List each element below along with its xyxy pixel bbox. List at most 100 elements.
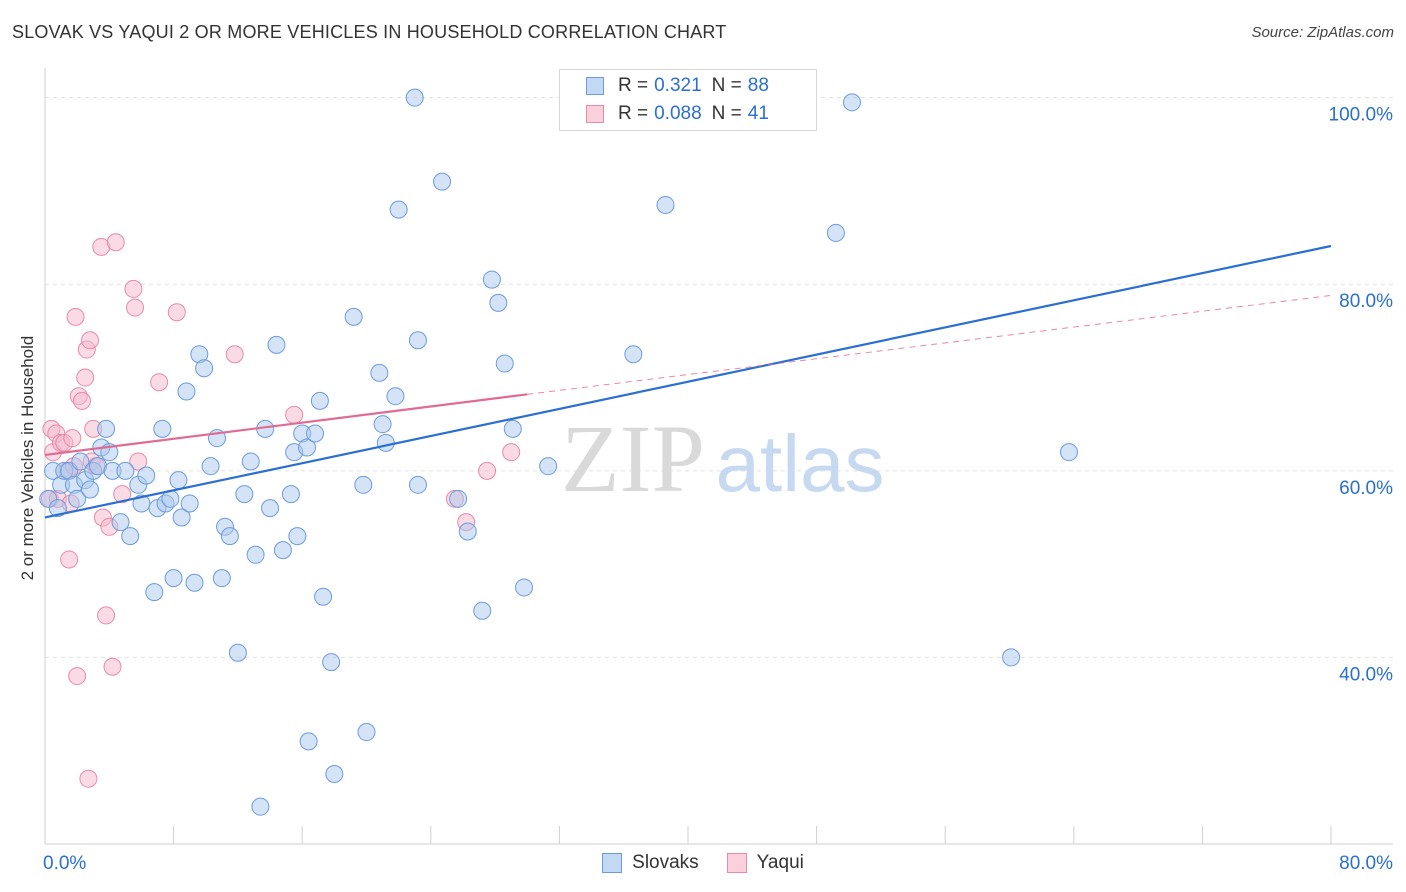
slovak-point [195,359,214,378]
slovak-point [624,345,643,364]
yaqui-point [66,307,85,326]
slovak-point [344,307,363,326]
slovak-point [153,419,172,438]
yaqui-point [97,606,116,625]
slovak-point [408,475,427,494]
slovak-point [251,797,270,816]
x-tick-label-min: 0.0% [43,853,86,874]
watermark-atlas: atlas [716,419,885,508]
legend-n-value: 41 [747,103,769,124]
y-tick-label: 80.0% [1339,291,1393,312]
tick-labels: 100.0% 80.0% 60.0% 40.0% 0.0% 80.0% [43,105,1393,874]
trend-lines [44,244,1332,519]
slovak-point [503,419,522,438]
slovak-point [177,382,196,401]
legend-n-label: N = [711,75,742,96]
slovak-point [281,485,300,504]
slovak-trend-line [44,244,1332,519]
yaqui-point [63,429,82,448]
slovak-point [495,354,514,373]
slovak-point [1002,648,1021,667]
slovak-point [322,653,341,672]
slovak-point [386,387,405,406]
gridlines [45,97,1393,658]
legend-item-slovaks[interactable]: Slovaks [602,852,699,874]
slovak-point [241,452,260,471]
slovak-point [842,93,861,112]
y-tick-label: 40.0% [1339,664,1393,685]
yaqui-swatch [726,853,747,873]
legend-r-label: R = [618,75,649,96]
x-tick-label-max: 80.0% [1339,853,1393,874]
legend-n-value: 88 [747,75,769,96]
slovak-point [116,461,135,480]
watermark-zip: ZIP [561,405,705,512]
yaqui-point [72,391,91,410]
slovak-point [220,527,239,546]
slovak-point [489,293,508,312]
y-tick-label: 60.0% [1339,478,1393,499]
slovak-point [273,541,292,560]
yaqui-point [126,298,145,317]
slovak-point [235,485,254,504]
slovak-point [515,578,534,597]
slovak-point [373,415,392,434]
slovak-point [68,489,87,508]
yaqui-points [40,233,521,788]
slovak-point [826,223,845,242]
slovak-point [299,732,318,751]
yaqui-point [124,279,143,298]
slovak-point [376,433,395,452]
yaqui-point [81,331,100,350]
legend-r-label: R = [618,103,649,124]
slovak-point [180,494,199,513]
yaqui-point [167,303,186,322]
slovak-point [370,363,389,382]
slovak-point [433,172,452,191]
yaqui-point [106,233,125,252]
slovak-point [473,601,492,620]
slovak-point [449,489,468,508]
slovak-point [267,335,286,354]
slovak-point [357,723,376,742]
yaqui-point [68,667,87,686]
legend-row-yaqui: R = 0.088 N = 41 [586,102,779,126]
slovak-point [408,331,427,350]
slovak-point [325,765,344,784]
slovak-point [81,480,100,499]
slovak-point [164,569,183,588]
slovak-point [261,499,280,518]
legend-item-yaqui[interactable]: Yaqui [726,852,804,874]
legend-swatch-slovaks [586,77,604,95]
yaqui-trend-line [44,393,528,457]
slovak-point [306,424,325,443]
slovak-point [212,569,231,588]
slovak-point [185,573,204,592]
slovak-point [656,195,675,214]
yaqui-point [76,368,95,387]
chart-title: SLOVAK VS YAQUI 2 OR MORE VEHICLES IN HO… [12,22,727,42]
legend-swatch-yaqui [586,105,604,123]
slovak-point [288,527,307,546]
slovak-point [458,522,477,541]
series-legend: Slovaks Yaqui [0,852,1406,874]
slovak-point [137,466,156,485]
slovak-point [314,587,333,606]
slovak-point [71,452,90,471]
yaqui-point [60,550,79,569]
yaqui-point [79,769,98,788]
slovak-point [389,200,408,219]
yaqui-point [103,657,122,676]
slovak-point [310,391,329,410]
slovak-point [482,270,501,289]
legend-r-value: 0.088 [654,103,702,124]
yaqui-point [150,373,169,392]
yaqui-point [502,443,521,462]
yaqui-point [285,405,304,424]
yaqui-point [129,452,148,471]
source-label: Source: ZipAtlas.com [1251,24,1394,41]
slovak-point [228,643,247,662]
stats-legend: R = 0.321 N = 88 R = 0.088 N = 41 [559,69,817,131]
slovak-point [539,457,558,476]
yaqui-point [113,485,132,504]
